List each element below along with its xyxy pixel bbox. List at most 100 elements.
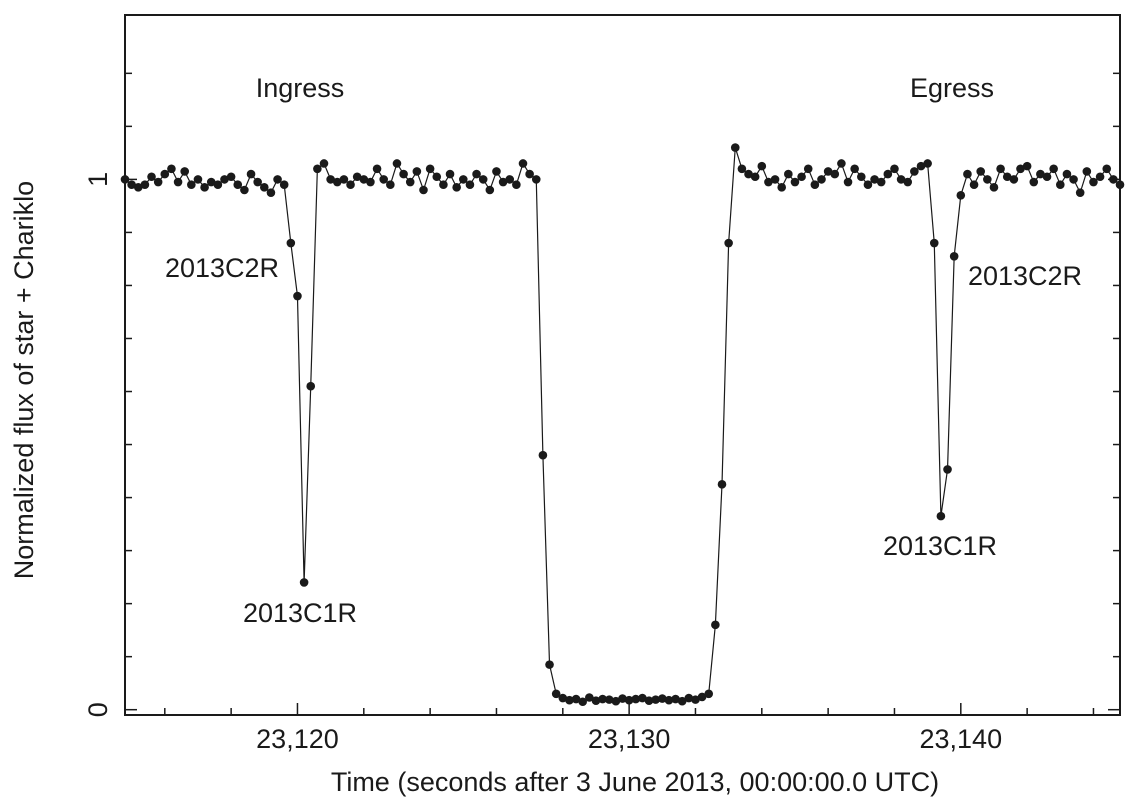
data-point [339, 175, 349, 184]
data-point [465, 180, 475, 189]
data-point [591, 696, 601, 705]
data-point [525, 169, 534, 179]
data-point [677, 696, 687, 706]
data-point [757, 161, 767, 171]
data-point [565, 695, 574, 705]
y-tick-label: 1 [83, 172, 113, 187]
data-point [604, 695, 614, 704]
plot-frame [124, 14, 1121, 716]
data-point [392, 159, 402, 168]
data-point [777, 183, 786, 192]
data-point [279, 180, 289, 189]
data-point [890, 164, 899, 174]
data-point [359, 175, 369, 184]
data-point [419, 185, 428, 195]
data-point [843, 177, 853, 187]
data-point [551, 689, 561, 699]
data-point [273, 175, 282, 184]
data-point [240, 185, 249, 195]
data-point [770, 175, 780, 184]
data-point [638, 693, 647, 703]
data-point [558, 693, 568, 703]
data-point [386, 180, 395, 189]
data-point [352, 172, 362, 182]
data-point [266, 188, 276, 197]
annotation: 2013C1R [883, 531, 997, 561]
data-point [744, 169, 753, 179]
data-point [943, 465, 952, 474]
data-point [976, 167, 985, 176]
data-point [651, 695, 660, 704]
data-point [439, 180, 448, 189]
data-point [936, 511, 946, 521]
data-point [578, 697, 587, 707]
data-point [472, 169, 481, 179]
data-point [167, 164, 176, 174]
data-point [319, 159, 329, 168]
data-point [863, 180, 873, 189]
data-point [697, 692, 707, 702]
data-point [220, 175, 229, 184]
data-point [147, 172, 156, 182]
data-point [505, 175, 515, 184]
data-point [790, 177, 800, 187]
data-point [664, 695, 674, 705]
data-point [883, 169, 893, 179]
data-point [903, 177, 913, 187]
data-point [784, 169, 793, 179]
data-point [485, 185, 495, 195]
data-point [830, 169, 840, 179]
data-point [379, 175, 389, 184]
data-point [956, 191, 966, 200]
annotation: 2013C1R [243, 598, 357, 628]
data-point [1095, 172, 1105, 182]
data-point [691, 695, 700, 704]
data-point [512, 180, 521, 189]
data-point [996, 164, 1005, 174]
data-point [598, 694, 607, 704]
data-point [750, 172, 760, 182]
data-point [1009, 175, 1019, 184]
annotation: 2013C2R [165, 253, 279, 283]
data-point [730, 143, 740, 152]
data-point [711, 620, 720, 630]
data-point [425, 164, 435, 174]
data-point [140, 180, 150, 189]
data-point [432, 172, 442, 182]
data-point [1049, 164, 1058, 174]
y-tick-label: 0 [83, 702, 113, 717]
data-point [452, 183, 461, 192]
data-point [797, 172, 806, 182]
data-point [1062, 169, 1072, 179]
data-point [180, 167, 189, 176]
y-axis-label: Normalized flux of star + Chariklo [9, 181, 39, 579]
data-point [671, 694, 680, 704]
data-point [624, 695, 634, 705]
data-point [916, 161, 926, 171]
data-point [531, 175, 541, 184]
data-point [870, 175, 879, 184]
data-point [206, 177, 216, 187]
data-point [631, 694, 641, 704]
data-point [405, 177, 415, 187]
data-point [246, 169, 256, 179]
data-point [817, 175, 826, 184]
data-point [133, 183, 143, 192]
data-point [1029, 177, 1039, 187]
data-point [724, 238, 733, 248]
data-point [1042, 172, 1052, 182]
data-point [585, 693, 594, 702]
data-point [332, 177, 342, 187]
data-point [1102, 164, 1112, 174]
data-point [876, 177, 886, 187]
data-point [1075, 188, 1085, 197]
x-axis-label: Time (seconds after 3 June 2013, 00:00:0… [331, 767, 939, 797]
annotation: Egress [910, 73, 994, 103]
data-point [160, 169, 170, 179]
data-point [618, 694, 627, 703]
data-point [857, 172, 866, 182]
data-point [233, 180, 243, 189]
data-point [1109, 175, 1118, 184]
annotation: 2013C2R [968, 261, 1082, 291]
data-point [253, 177, 262, 187]
